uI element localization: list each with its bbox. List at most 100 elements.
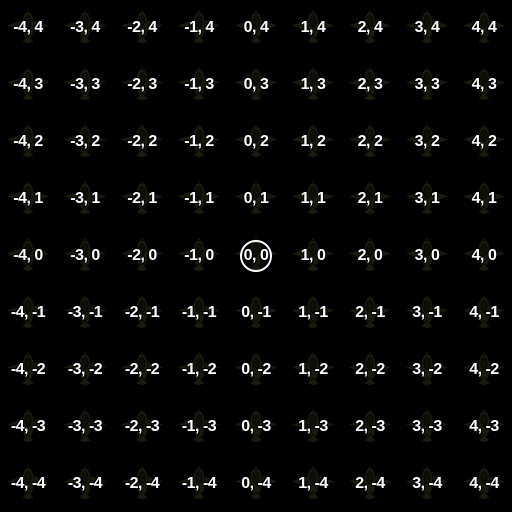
coord-label: 0, 1	[244, 190, 269, 208]
grid-cell[interactable]: -3, 1	[57, 171, 114, 228]
grid-cell[interactable]: -2, 2	[114, 114, 171, 171]
grid-cell[interactable]: -1, 2	[171, 114, 228, 171]
grid-cell[interactable]: 0, -3	[228, 399, 285, 456]
grid-cell[interactable]: 3, -4	[399, 456, 456, 512]
grid-cell[interactable]: -3, 2	[57, 114, 114, 171]
grid-cell[interactable]: 4, 0	[456, 228, 512, 285]
grid-cell[interactable]: -1, 3	[171, 57, 228, 114]
grid-cell[interactable]: 3, -3	[399, 399, 456, 456]
grid-cell[interactable]: 1, 2	[285, 114, 342, 171]
grid-cell[interactable]: -3, 0	[57, 228, 114, 285]
grid-cell[interactable]: -4, 0	[0, 228, 57, 285]
coord-label: 3, 1	[415, 190, 440, 208]
grid-cell[interactable]: 2, 2	[342, 114, 399, 171]
grid-cell[interactable]: 4, 2	[456, 114, 512, 171]
coord-label: 3, -2	[412, 361, 442, 379]
grid-cell[interactable]: -4, 4	[0, 0, 57, 57]
grid-cell[interactable]: 2, -1	[342, 285, 399, 342]
coord-label: -2, 1	[127, 190, 157, 208]
grid-cell[interactable]: 0, 2	[228, 114, 285, 171]
grid-cell[interactable]: 4, -1	[456, 285, 512, 342]
grid-cell[interactable]: -1, -1	[171, 285, 228, 342]
grid-cell[interactable]: 0, 0	[228, 228, 285, 285]
grid-cell[interactable]: 1, -4	[285, 456, 342, 512]
grid-cell[interactable]: 4, -3	[456, 399, 512, 456]
coord-label: -1, 3	[184, 76, 214, 94]
grid-cell[interactable]: -2, -3	[114, 399, 171, 456]
grid-cell[interactable]: -1, 1	[171, 171, 228, 228]
grid-cell[interactable]: 1, -3	[285, 399, 342, 456]
grid-cell[interactable]: -3, -3	[57, 399, 114, 456]
grid-cell[interactable]: -3, 3	[57, 57, 114, 114]
coord-label: -1, 2	[184, 133, 214, 151]
grid-cell[interactable]: 4, 4	[456, 0, 512, 57]
grid-cell[interactable]: -4, -4	[0, 456, 57, 512]
grid-cell[interactable]: -1, -2	[171, 342, 228, 399]
grid-cell[interactable]: 3, 0	[399, 228, 456, 285]
coord-label: 3, -1	[412, 304, 442, 322]
grid-cell[interactable]: 3, -1	[399, 285, 456, 342]
grid-cell[interactable]: -1, -3	[171, 399, 228, 456]
grid-cell[interactable]: 2, 0	[342, 228, 399, 285]
coord-label: 3, -3	[412, 418, 442, 436]
grid-cell[interactable]: -2, 4	[114, 0, 171, 57]
grid-cell[interactable]: -2, -1	[114, 285, 171, 342]
grid-cell[interactable]: 0, 3	[228, 57, 285, 114]
grid-cell[interactable]: 4, -2	[456, 342, 512, 399]
grid-cell[interactable]: -1, 4	[171, 0, 228, 57]
coord-label: 3, 4	[415, 19, 440, 37]
grid-cell[interactable]: -2, 3	[114, 57, 171, 114]
grid-cell[interactable]: 3, 4	[399, 0, 456, 57]
grid-cell[interactable]: -1, 0	[171, 228, 228, 285]
grid-cell[interactable]: -1, -4	[171, 456, 228, 512]
grid-cell[interactable]: 3, 1	[399, 171, 456, 228]
grid-cell[interactable]: 0, -2	[228, 342, 285, 399]
coord-label: -3, 4	[70, 19, 100, 37]
grid-cell[interactable]: -2, -4	[114, 456, 171, 512]
coord-label: -3, 3	[70, 76, 100, 94]
grid-cell[interactable]: 2, -4	[342, 456, 399, 512]
coord-label: 0, -4	[241, 475, 271, 493]
grid-cell[interactable]: 1, 3	[285, 57, 342, 114]
grid-cell[interactable]: -2, 1	[114, 171, 171, 228]
grid-cell[interactable]: -4, -3	[0, 399, 57, 456]
grid-cell[interactable]: -2, 0	[114, 228, 171, 285]
grid-cell[interactable]: -4, 3	[0, 57, 57, 114]
coordinate-grid: -4, 4 -3, 4 -2, 4 -1, 4	[0, 0, 512, 512]
coord-label: -3, 0	[70, 247, 100, 265]
grid-cell[interactable]: 1, -2	[285, 342, 342, 399]
grid-cell[interactable]: 2, 1	[342, 171, 399, 228]
grid-cell[interactable]: 3, -2	[399, 342, 456, 399]
coord-label: 1, -2	[298, 361, 328, 379]
grid-cell[interactable]: -2, -2	[114, 342, 171, 399]
grid-cell[interactable]: 1, 1	[285, 171, 342, 228]
grid-cell[interactable]: -4, -1	[0, 285, 57, 342]
grid-cell[interactable]: 2, 4	[342, 0, 399, 57]
grid-cell[interactable]: 2, 3	[342, 57, 399, 114]
grid-cell[interactable]: -4, 2	[0, 114, 57, 171]
grid-cell[interactable]: 1, 0	[285, 228, 342, 285]
coord-label: 0, 4	[244, 19, 269, 37]
grid-cell[interactable]: -3, -1	[57, 285, 114, 342]
grid-cell[interactable]: 4, 1	[456, 171, 512, 228]
grid-cell[interactable]: 0, 4	[228, 0, 285, 57]
coord-label: -1, -4	[182, 475, 216, 493]
grid-cell[interactable]: 3, 3	[399, 57, 456, 114]
grid-cell[interactable]: 0, 1	[228, 171, 285, 228]
grid-cell[interactable]: 1, -1	[285, 285, 342, 342]
grid-cell[interactable]: -4, 1	[0, 171, 57, 228]
grid-cell[interactable]: 4, 3	[456, 57, 512, 114]
grid-cell[interactable]: -3, -4	[57, 456, 114, 512]
coord-label: 2, 2	[358, 133, 383, 151]
grid-cell[interactable]: -4, -2	[0, 342, 57, 399]
grid-cell[interactable]: 0, -4	[228, 456, 285, 512]
grid-cell[interactable]: 4, -4	[456, 456, 512, 512]
grid-cell[interactable]: 1, 4	[285, 0, 342, 57]
grid-cell[interactable]: -3, 4	[57, 0, 114, 57]
grid-cell[interactable]: 2, -2	[342, 342, 399, 399]
grid-cell[interactable]: 2, -3	[342, 399, 399, 456]
grid-cell[interactable]: -3, -2	[57, 342, 114, 399]
grid-cell[interactable]: 0, -1	[228, 285, 285, 342]
coord-label: 1, -4	[298, 475, 328, 493]
grid-cell[interactable]: 3, 2	[399, 114, 456, 171]
